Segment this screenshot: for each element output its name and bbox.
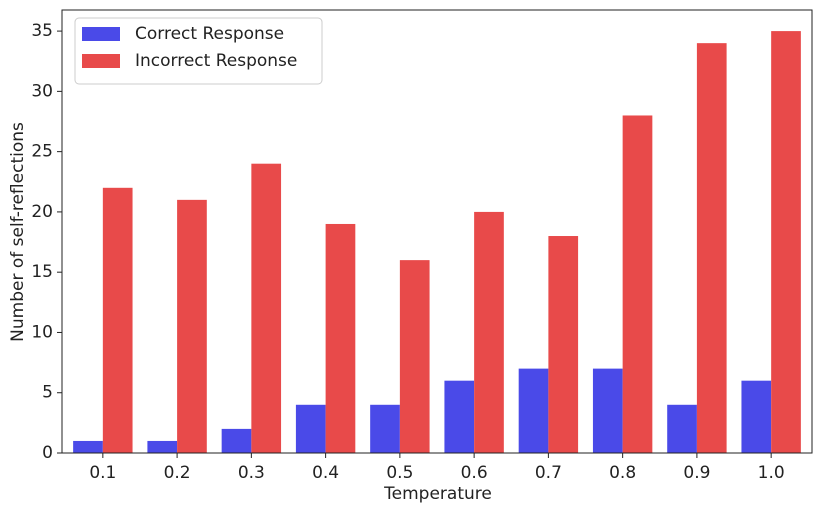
bar (102, 187, 133, 453)
bar (548, 236, 579, 453)
x-tick-label: 0.6 (461, 463, 488, 483)
bar (444, 380, 475, 453)
bar (474, 211, 504, 453)
bar (399, 260, 430, 453)
y-tick-label: 10 (31, 322, 53, 342)
bar (73, 440, 103, 453)
legend-swatch (82, 27, 120, 41)
x-tick-label: 0.9 (683, 463, 710, 483)
legend-box (74, 17, 323, 85)
y-tick-label: 25 (31, 142, 53, 162)
bar (325, 223, 356, 453)
legend-label: Correct Response (135, 24, 284, 44)
y-axis-label: Number of self-reflections (8, 122, 28, 342)
y-tick-label: 20 (31, 202, 53, 222)
bar (771, 31, 801, 453)
x-tick-label: 0.1 (89, 463, 116, 483)
y-tick-label: 15 (31, 262, 53, 282)
x-tick-label: 1.0 (758, 463, 785, 483)
bar (177, 199, 207, 453)
bar (667, 404, 697, 453)
x-tick-label: 0.3 (238, 463, 265, 483)
bar (147, 440, 178, 453)
plot-frame (61, 9, 813, 454)
x-tick-label: 0.4 (312, 463, 339, 483)
x-tick-label: 0.5 (386, 463, 413, 483)
x-tick-label: 0.7 (535, 463, 562, 483)
bar (518, 368, 549, 453)
y-tick-label: 30 (31, 81, 53, 101)
bar (592, 368, 623, 453)
bar (295, 404, 326, 453)
bar (370, 404, 400, 453)
bar (622, 115, 653, 453)
y-tick-label: 35 (31, 21, 53, 41)
bar (741, 380, 772, 453)
x-tick-label: 0.8 (609, 463, 636, 483)
y-tick-label: 5 (42, 383, 53, 403)
legend-label: Incorrect Response (135, 51, 297, 71)
legend-swatch (82, 54, 120, 68)
bar (696, 43, 727, 453)
y-tick-label: 0 (42, 443, 53, 463)
x-tick-label: 0.2 (164, 463, 191, 483)
bar (221, 428, 252, 453)
bar (251, 163, 282, 453)
x-axis-label: Temperature (383, 484, 492, 504)
